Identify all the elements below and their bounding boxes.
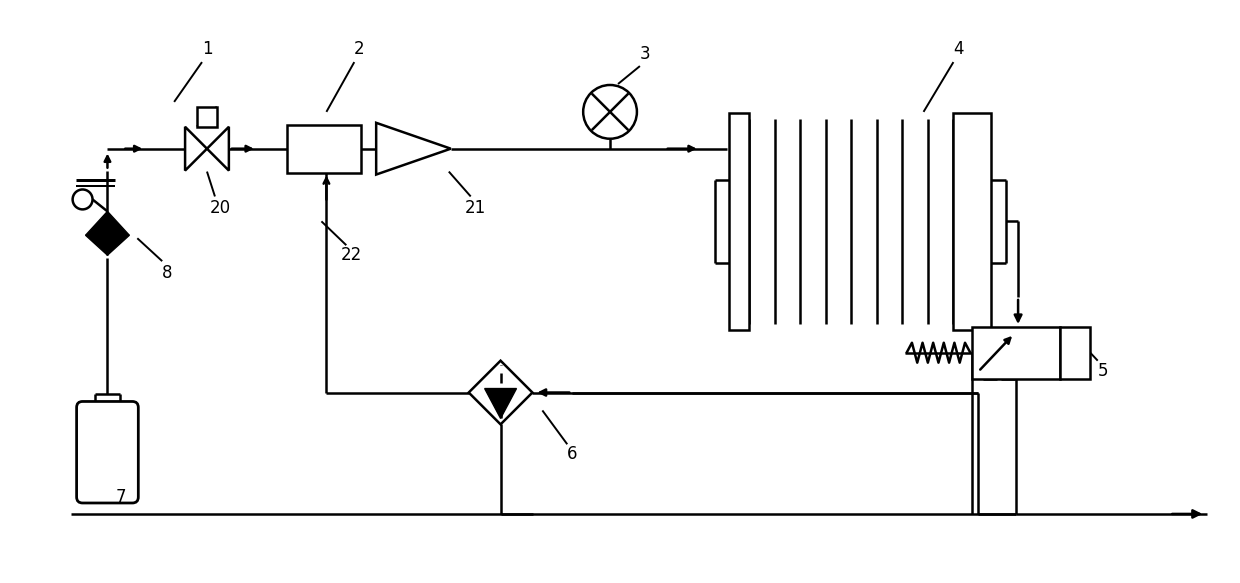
Text: 2: 2 (353, 40, 365, 58)
Bar (1060, 327, 1090, 378)
Text: 8: 8 (162, 264, 172, 282)
Text: 20: 20 (210, 199, 231, 217)
Text: 4: 4 (954, 40, 963, 58)
FancyBboxPatch shape (77, 402, 139, 503)
Bar (729, 113, 749, 330)
Text: 3: 3 (640, 45, 650, 63)
Polygon shape (86, 212, 129, 236)
Bar (954, 113, 991, 330)
Polygon shape (485, 388, 517, 419)
Text: 7: 7 (115, 488, 125, 506)
Text: 5: 5 (1097, 361, 1107, 380)
Text: 1: 1 (202, 40, 212, 58)
Text: 6: 6 (567, 445, 578, 463)
Bar (972, 327, 1060, 378)
Bar (197, 107, 217, 127)
Bar (286, 125, 361, 173)
Text: 22: 22 (341, 246, 362, 264)
Text: 21: 21 (465, 199, 486, 217)
Polygon shape (86, 236, 129, 255)
